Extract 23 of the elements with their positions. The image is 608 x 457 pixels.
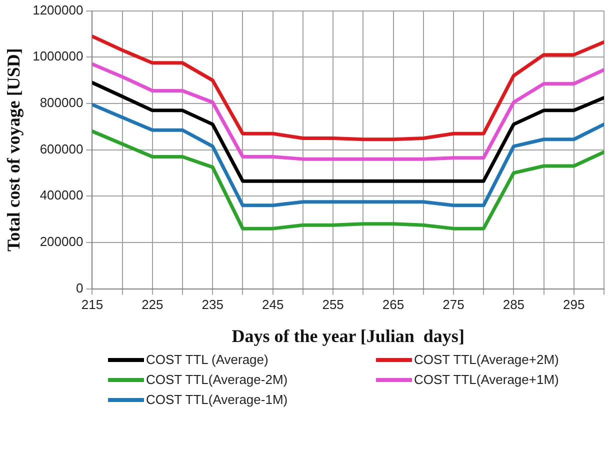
legend-label: COST TTL(Average+1M): [414, 372, 559, 387]
y-tick-label: 0: [76, 280, 84, 296]
y-tick-label: 400000: [40, 188, 84, 203]
y-tick-label: 800000: [40, 95, 84, 110]
x-tick-label: 245: [262, 297, 284, 312]
x-tick-label: 225: [142, 297, 164, 312]
x-tick-label: 285: [502, 297, 525, 312]
x-tick-label: 295: [563, 297, 585, 312]
x-tick-label: 215: [81, 297, 104, 312]
y-tick-label: 600000: [40, 141, 84, 156]
y-tick-label: 1000000: [32, 48, 84, 64]
x-axis-title: Days of the year [Julian days]: [232, 326, 464, 346]
y-tick-label: 200000: [40, 234, 84, 250]
legend-label: COST TTL (Average): [146, 352, 268, 367]
legend-label: COST TTL(Average-2M): [146, 372, 288, 387]
x-tick-label: 265: [382, 297, 404, 312]
legend-label: COST TTL(Average+2M): [414, 352, 559, 367]
x-tick-label: 235: [202, 297, 224, 312]
legend-label: COST TTL(Average-1M): [146, 392, 288, 407]
x-tick-label: 255: [322, 297, 344, 312]
y-tick-label: 1200000: [32, 2, 84, 18]
x-tick-label: 275: [442, 297, 464, 312]
y-axis-title: Total cost of voyage [USD]: [3, 48, 24, 252]
